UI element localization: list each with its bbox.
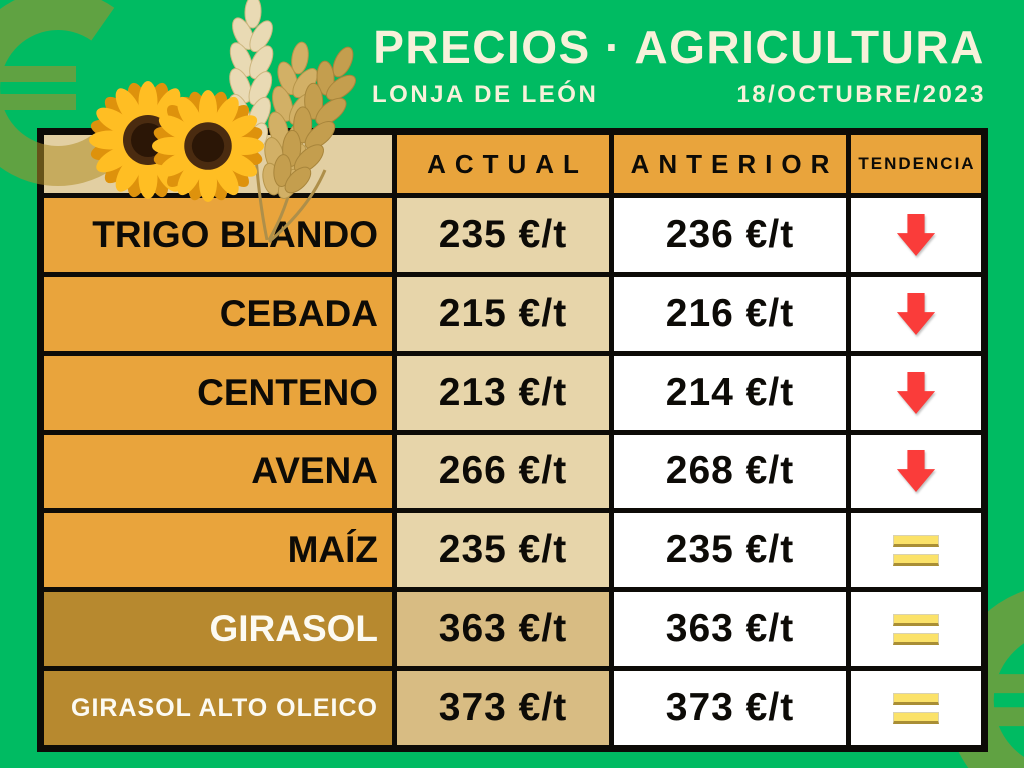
anterior-price: 236 €/t xyxy=(665,212,795,256)
actual-price: 363 €/t xyxy=(438,607,568,651)
product-name-cell: GIRASOL ALTO OLEICO xyxy=(44,671,392,745)
product-name-cell: GIRASOL xyxy=(44,592,392,667)
actual-price: 213 €/t xyxy=(438,370,568,414)
table-corner-cell xyxy=(44,135,392,193)
actual-price-cell: 266 €/t xyxy=(397,434,609,509)
actual-price-cell: 235 €/t xyxy=(397,513,609,588)
subtitle-market: LONJA DE LEÓN xyxy=(372,81,599,108)
product-name: AVENA xyxy=(251,450,378,492)
product-name: CEBADA xyxy=(219,292,378,334)
trend-down-arrow-icon xyxy=(896,450,936,493)
anterior-price: 268 €/t xyxy=(665,449,795,493)
product-name: TRIGO BLANDO xyxy=(92,213,378,255)
actual-price-cell: 373 €/t xyxy=(397,671,609,745)
trend-equal-icon xyxy=(893,692,939,724)
trend-equal-icon xyxy=(893,534,939,566)
trend-cell xyxy=(851,198,981,272)
trend-down-arrow-icon xyxy=(896,213,936,256)
product-name: GIRASOL xyxy=(209,608,378,650)
trend-cell xyxy=(851,671,981,745)
page-header: PRECIOS · AGRICULTURA LONJA DE LEÓN 18/O… xyxy=(372,20,986,109)
anterior-price: 216 €/t xyxy=(665,291,795,335)
actual-price: 235 €/t xyxy=(438,528,568,572)
trend-cell xyxy=(851,513,981,588)
actual-price: 373 €/t xyxy=(438,686,568,730)
anterior-price-cell: 216 €/t xyxy=(614,276,846,351)
actual-price-cell: 215 €/t xyxy=(397,276,609,351)
page-title: PRECIOS · AGRICULTURA xyxy=(373,21,985,73)
actual-price: 266 €/t xyxy=(438,449,568,493)
actual-price-cell: 235 €/t xyxy=(397,198,609,272)
product-name: GIRASOL ALTO OLEICO xyxy=(71,693,378,722)
anterior-price-cell: 373 €/t xyxy=(614,671,846,745)
product-name-cell: TRIGO BLANDO xyxy=(44,198,392,272)
product-name-cell: MAÍZ xyxy=(44,513,392,588)
anterior-price-cell: 363 €/t xyxy=(614,592,846,667)
trend-cell xyxy=(851,355,981,430)
actual-price-cell: 363 €/t xyxy=(397,592,609,667)
anterior-price: 235 €/t xyxy=(665,528,795,572)
product-name-cell: CEBADA xyxy=(44,276,392,351)
trend-cell xyxy=(851,276,981,351)
product-name-cell: AVENA xyxy=(44,434,392,509)
column-header-tendencia: TENDENCIA xyxy=(851,135,981,193)
product-name: MAÍZ xyxy=(287,529,378,571)
trend-equal-icon xyxy=(893,613,939,645)
anterior-price: 363 €/t xyxy=(665,607,795,651)
product-name-cell: CENTENO xyxy=(44,355,392,430)
anterior-price: 214 €/t xyxy=(665,370,795,414)
actual-price-cell: 213 €/t xyxy=(397,355,609,430)
trend-cell xyxy=(851,592,981,667)
actual-price: 215 €/t xyxy=(438,291,568,335)
trend-cell xyxy=(851,434,981,509)
anterior-price-cell: 214 €/t xyxy=(614,355,846,430)
anterior-price-cell: 235 €/t xyxy=(614,513,846,588)
trend-down-arrow-icon xyxy=(896,371,936,414)
anterior-price-cell: 268 €/t xyxy=(614,434,846,509)
price-table: ACTUAL ANTERIOR TENDENCIA TRIGO BLANDO 2… xyxy=(37,128,988,752)
column-header-actual: ACTUAL xyxy=(397,135,609,193)
trend-down-arrow-icon xyxy=(896,292,936,335)
subtitle-date: 18/OCTUBRE/2023 xyxy=(736,81,986,108)
anterior-price: 373 €/t xyxy=(665,686,795,730)
actual-price: 235 €/t xyxy=(438,212,568,256)
anterior-price-cell: 236 €/t xyxy=(614,198,846,272)
product-name: CENTENO xyxy=(197,371,378,413)
column-header-anterior: ANTERIOR xyxy=(614,135,846,193)
